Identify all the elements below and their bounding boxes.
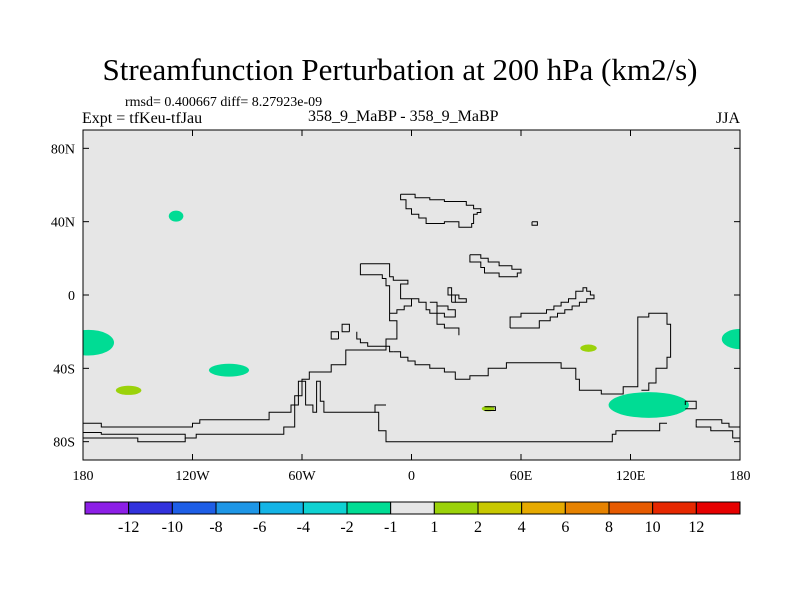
coastline-1: [531, 221, 538, 226]
x-tick-label: 180: [73, 469, 94, 484]
coastline-0: [400, 193, 482, 228]
anomaly-negative-2: [208, 363, 250, 377]
plot-title: Streamfunction Perturbation at 200 hPa (…: [102, 52, 698, 87]
colorbar-swatch: [608, 501, 654, 515]
colorbar-swatch: [128, 501, 173, 515]
coastline-7: [330, 331, 339, 340]
colorbar-swatch: [477, 501, 523, 515]
coastline-6: [341, 323, 350, 333]
x-tick-label: 60E: [510, 469, 533, 484]
x-tick-label: 120E: [616, 469, 646, 484]
x-tick-label: 120W: [175, 469, 210, 484]
anomaly-negative-7: [721, 328, 740, 350]
colorbar-swatch: [695, 501, 741, 515]
colorbar-label: -4: [297, 519, 310, 536]
colorbar-label: 10: [645, 519, 661, 536]
stats-line: rmsd= 0.400667 diff= 8.27923e-09: [125, 95, 323, 110]
colorbar-swatch: [564, 501, 610, 515]
coastline-11: [356, 331, 394, 353]
colorbar: -12 -10 -8 -6 -4 -2 -1 1 2 4 6 8 10 12: [84, 501, 741, 536]
anomaly-positive-3: [115, 385, 142, 395]
x-tick-label: 0: [408, 469, 415, 484]
colorbar-label: 8: [605, 519, 613, 536]
coastline-17: [374, 405, 667, 443]
coastline-2: [469, 254, 522, 278]
coastline-12: [509, 287, 595, 329]
coastline-4: [83, 380, 386, 439]
y-tick-label: 80S: [53, 436, 75, 451]
center-subtitle: 358_9_MaBP - 358_9_MaBP: [308, 108, 499, 125]
colorbar-swatch: [259, 501, 304, 515]
colorbar-label: -1: [384, 519, 397, 536]
coastline-13: [455, 294, 467, 303]
colorbar-label: 1: [430, 519, 438, 536]
coastline-19: [695, 423, 740, 439]
coastline-15: [684, 400, 697, 410]
colorbar-label: 2: [474, 519, 482, 536]
colorbar-swatch: [84, 501, 130, 515]
coastline-3: [83, 263, 398, 428]
coastline-5: [360, 263, 412, 314]
colorbar-swatch: [346, 501, 392, 515]
left-subtitle: Expt = tfKeu-tfJau: [82, 110, 203, 127]
colorbar-swatch: [433, 501, 479, 515]
anomaly-negative-6: [608, 392, 689, 418]
colorbar-label: 12: [688, 519, 704, 536]
coastline-18: [695, 419, 740, 428]
colorbar-label: -2: [340, 519, 353, 536]
coastline-16: [83, 437, 186, 443]
y-tick-label: 80N: [51, 142, 75, 157]
coastline-layer: [83, 193, 740, 443]
colorbar-swatch: [215, 501, 261, 515]
coastline-8: [393, 312, 672, 395]
colorbar-label: -12: [118, 519, 139, 536]
colorbar-label: -10: [162, 519, 183, 536]
y-tick-label: 40S: [53, 362, 75, 377]
colorbar-swatch: [302, 501, 348, 515]
coastline-9: [411, 298, 456, 318]
coastline-14: [436, 306, 460, 336]
anomaly-negative-0: [83, 329, 115, 356]
y-tick-label: 0: [68, 289, 75, 304]
colorbar-label: 4: [518, 519, 526, 536]
colorbar-swatch: [171, 501, 217, 515]
colorbar-label: -8: [209, 519, 222, 536]
x-tick-label: 60W: [288, 469, 316, 484]
anomaly-positive-4: [580, 344, 597, 352]
colorbar-swatch: [521, 501, 566, 515]
colorbar-swatch: [652, 501, 697, 515]
colorbar-label: -6: [253, 519, 266, 536]
right-subtitle: JJA: [715, 110, 740, 127]
y-tick-label: 40N: [51, 216, 75, 231]
x-tick-label: 180: [730, 469, 751, 484]
colorbar-label: 6: [561, 519, 569, 536]
anomaly-layer: [83, 210, 740, 418]
coastline-20: [484, 406, 496, 411]
colorbar-swatch: [390, 501, 435, 515]
anomaly-negative-1: [168, 210, 184, 222]
axis-ticks: 180 120W 60W 0 60E 120E 180 80N 40N 0 40S 80S: [51, 130, 751, 484]
